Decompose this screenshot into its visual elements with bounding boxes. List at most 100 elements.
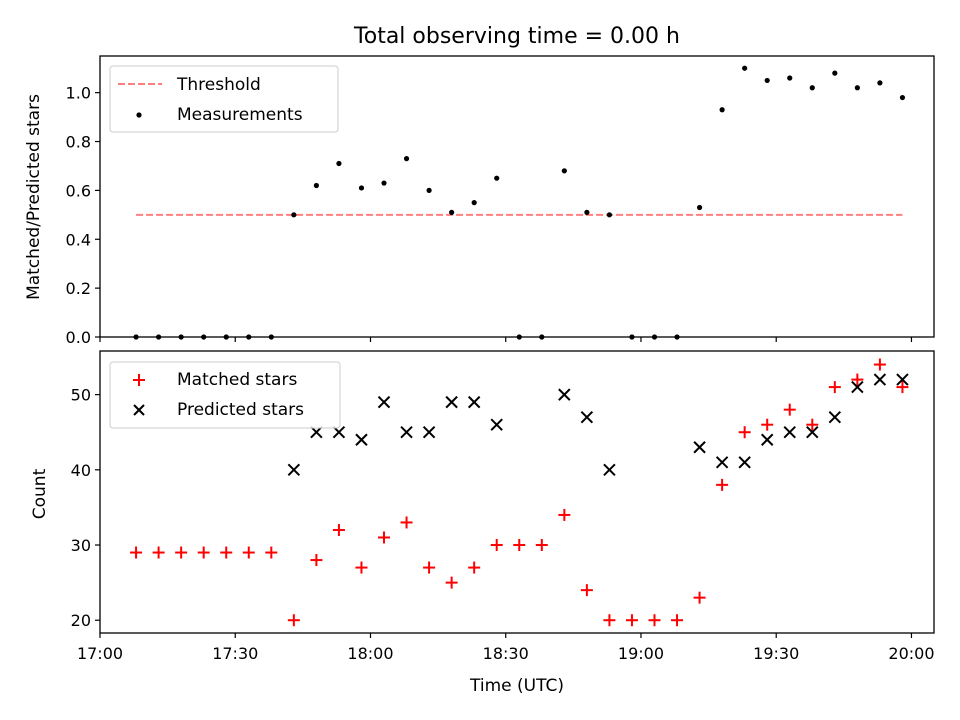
predicted-star-point <box>580 410 594 424</box>
matched-star-point <box>671 614 684 627</box>
count-legend-box <box>109 361 341 429</box>
ratio-panel: 0.0 0.2 0.4 0.6 0.8 1.0 Matched/Predicted sta… <box>24 55 935 347</box>
predicted-star-point <box>558 388 571 401</box>
ratio-legend: Threshold Measurements <box>109 65 339 133</box>
predicted-star-point <box>467 395 481 409</box>
matched-star-point <box>828 381 841 394</box>
measurement-point <box>381 180 387 186</box>
predicted-star-point <box>445 395 458 409</box>
legend-measurements-swatch <box>136 112 142 118</box>
matched-star-point <box>806 418 819 431</box>
legend-matched-label: Matched stars <box>177 370 297 390</box>
count-panel: 20 30 40 50 17:00 17:30 18:00 18:30 19:00 19:30 2… <box>30 350 935 696</box>
predicted-star-point <box>310 426 323 439</box>
legend-threshold-label: Threshold <box>176 75 261 95</box>
legend-predicted-swatch <box>133 404 145 416</box>
predicted-star-point <box>490 418 503 431</box>
ratio-y-tick-label: 0.0 <box>66 328 91 347</box>
ratio-legend-box <box>109 65 339 133</box>
matched-star-point <box>287 614 300 627</box>
ratio-y-tick-label: 1.0 <box>66 84 91 103</box>
count-y-tick-label: 50 <box>71 386 91 405</box>
ratio-y-tick-label: 0.6 <box>66 181 91 200</box>
legend-measurements-label: Measurements <box>177 105 303 125</box>
measurement-point <box>471 200 477 206</box>
matched-star-point <box>603 614 616 627</box>
matched-star-point <box>513 539 526 552</box>
matched-star-point <box>851 373 864 386</box>
matched-star-point <box>265 546 278 559</box>
predicted-star-point <box>738 456 751 469</box>
measurement-point <box>832 70 838 76</box>
predicted-star-point <box>377 395 391 409</box>
matched-star-point <box>738 426 751 439</box>
measurement-point <box>742 65 748 71</box>
ratio-y-tick-label: 0.8 <box>66 133 91 152</box>
ratio-y-ticks: 0.0 0.2 0.4 0.6 0.8 1.0 <box>66 84 100 347</box>
predicted-star-point <box>693 441 706 454</box>
count-x-ticks: 17:00 17:30 18:00 18:30 19:00 19:30 20:00 <box>77 633 935 663</box>
x-tick-label: 17:30 <box>212 644 258 663</box>
x-tick-label: 19:00 <box>618 644 664 663</box>
legend-predicted-label: Predicted stars <box>177 400 304 420</box>
count-y-tick-label: 40 <box>71 461 91 480</box>
count-y-label: Count <box>30 468 50 519</box>
x-tick-label: 18:00 <box>347 644 393 663</box>
ratio-x-ticks <box>99 337 913 342</box>
predicted-star-point <box>760 433 774 446</box>
matched-star-point <box>310 554 323 567</box>
predicted-star-point <box>873 373 887 386</box>
x-tick-label: 18:30 <box>483 644 529 663</box>
measurement-point <box>787 75 793 81</box>
matched-star-point <box>625 614 638 627</box>
measurement-point <box>764 77 770 84</box>
legend-matched-swatch <box>133 374 145 386</box>
matched-star-point <box>175 546 188 559</box>
matched-star-point <box>716 478 729 491</box>
matched-star-point <box>468 561 481 574</box>
matched-star-point <box>783 403 796 416</box>
x-tick-label: 19:30 <box>753 644 799 663</box>
measurement-point <box>854 85 860 91</box>
predicted-star-point <box>332 426 346 439</box>
predicted-star-point <box>715 456 729 469</box>
count-plot-area <box>130 358 909 627</box>
matched-star-point <box>355 561 368 574</box>
matched-star-point <box>558 508 571 521</box>
matched-star-point <box>152 546 165 559</box>
x-tick-label: 17:00 <box>77 644 123 663</box>
matched-star-point <box>580 584 593 597</box>
matched-star-point <box>197 546 210 559</box>
measurement-point <box>291 212 297 218</box>
predicted-star-point <box>355 433 368 446</box>
measurement-point <box>313 182 319 189</box>
ratio-y-label: Matched/Predicted stars <box>24 94 44 300</box>
measurement-point <box>561 168 567 174</box>
matched-star-point <box>693 591 706 604</box>
ratio-y-tick-label: 0.4 <box>66 230 91 249</box>
predicted-star-point <box>896 373 909 386</box>
predicted-star-point <box>400 426 413 439</box>
matched-star-point <box>423 561 436 574</box>
measurement-point <box>606 212 613 218</box>
measurement-point <box>336 160 342 167</box>
matched-star-point <box>378 531 391 544</box>
matched-star-point <box>130 546 143 559</box>
ratio-y-tick-label: 0.2 <box>66 279 91 298</box>
measurement-point <box>403 156 410 162</box>
matched-star-point <box>761 418 774 431</box>
predicted-star-point <box>806 426 819 439</box>
count-y-tick-label: 20 <box>71 611 91 630</box>
predicted-star-point <box>828 410 842 424</box>
count-axes-frame <box>99 350 935 634</box>
measurement-point <box>584 209 590 215</box>
measurement-point <box>696 204 703 211</box>
measurement-point <box>494 175 500 181</box>
matched-star-point <box>400 516 413 529</box>
matched-star-point <box>445 576 458 589</box>
chart-title: Total observing time = 0.00 h <box>353 24 680 49</box>
measurement-point <box>809 85 815 91</box>
predicted-star-point <box>783 426 796 439</box>
count-y-ticks: 20 30 40 50 <box>71 386 100 630</box>
